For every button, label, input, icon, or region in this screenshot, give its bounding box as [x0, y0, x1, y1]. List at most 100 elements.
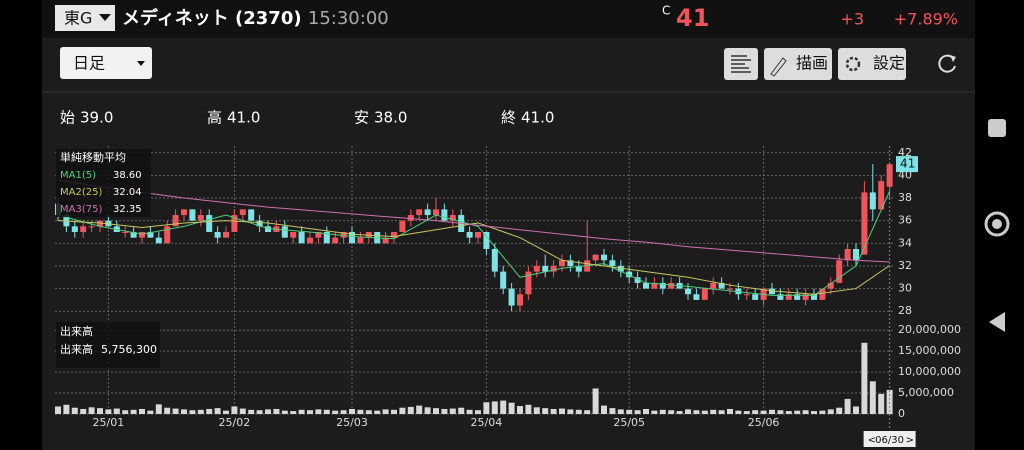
change-pct: +7.89%	[894, 10, 958, 29]
candle-body	[794, 294, 801, 300]
draw-button[interactable]	[764, 48, 832, 80]
volume-bar	[710, 409, 717, 414]
candle-body	[651, 282, 658, 289]
candle-body	[659, 282, 666, 289]
candle-body	[391, 232, 397, 238]
volume-tick-label: 0	[898, 407, 905, 420]
volume-bar	[290, 411, 297, 414]
candle-body	[239, 209, 246, 216]
gear-icon	[845, 56, 861, 72]
candle-body	[231, 215, 238, 232]
volume-bar	[475, 410, 481, 414]
volume-bar	[273, 408, 280, 414]
candle-body	[525, 271, 532, 295]
period-select[interactable]	[60, 47, 152, 79]
volume-bar	[525, 404, 532, 414]
volume-bar	[701, 410, 708, 414]
volume-tick-label: 15,000,000	[898, 344, 961, 357]
candle-body	[172, 215, 179, 227]
candle-body	[449, 215, 456, 221]
volume-bar	[643, 408, 649, 414]
volume-bar	[802, 410, 809, 414]
ohlc-label: 終	[501, 109, 516, 127]
candle-body	[382, 237, 389, 244]
time: 15:30:00	[308, 8, 389, 29]
back-button[interactable]	[989, 312, 1005, 332]
candle-body	[592, 254, 599, 261]
ohlc-value: 41.0	[227, 109, 260, 127]
volume-bar	[886, 389, 893, 414]
volume-bar	[197, 409, 204, 414]
volume-bar	[592, 388, 599, 414]
candle-body	[466, 232, 473, 238]
candle-body	[147, 232, 154, 238]
home-button[interactable]	[984, 211, 1010, 237]
refresh-icon[interactable]	[938, 54, 956, 73]
ma-line	[57, 220, 890, 295]
candle-body	[189, 209, 196, 221]
icon	[731, 55, 751, 73]
cursor-date: 06/30	[875, 435, 904, 446]
ohlc-value: 39.0	[80, 109, 113, 127]
candle-body	[542, 265, 549, 272]
candle-body	[844, 248, 851, 261]
candle-body	[743, 294, 750, 296]
ma-line	[57, 179, 890, 263]
volume-bar	[323, 409, 330, 414]
candle-body	[206, 215, 213, 232]
volume-bar	[256, 410, 263, 414]
candle-body	[424, 209, 431, 216]
candle-body	[785, 294, 792, 300]
volume-bar	[407, 406, 414, 414]
volume-bar	[517, 406, 523, 414]
candle-body	[601, 254, 607, 261]
x-tick-label: 25/04	[471, 416, 503, 429]
cursor-arrow: >	[906, 435, 914, 446]
candle-body	[769, 288, 775, 295]
volume-legend-name: 出来高	[60, 342, 93, 356]
candle-body	[819, 288, 826, 300]
volume-bar	[105, 409, 112, 414]
volume-bar	[349, 408, 355, 414]
candle-body	[323, 232, 330, 244]
candle-body	[710, 282, 717, 289]
volume-legend-title: 出来高	[60, 324, 93, 338]
volume-bar	[483, 402, 490, 414]
candle-body	[407, 215, 414, 221]
candle-body	[634, 277, 641, 283]
volume-bar	[794, 410, 801, 414]
volume-bar	[399, 407, 406, 414]
volume-bar	[651, 410, 658, 414]
x-tick-label: 25/02	[219, 416, 251, 429]
ma-legend-box	[56, 149, 151, 217]
volume-bar	[433, 408, 439, 414]
legend-entry: MA1(5)	[60, 170, 96, 181]
volume-bar	[206, 408, 213, 414]
volume-bar	[466, 409, 473, 414]
pencil-icon	[770, 57, 787, 77]
candle-body	[416, 209, 423, 216]
candle-body	[97, 220, 103, 227]
volume-bar	[365, 410, 372, 414]
volume-bar	[676, 411, 683, 414]
volume-bar	[223, 410, 229, 414]
candle-body	[307, 237, 313, 244]
volume-bar	[281, 410, 288, 414]
volume-bar	[777, 410, 784, 414]
candle-body	[802, 294, 809, 300]
volume-bar	[113, 408, 120, 414]
volume-bar	[743, 411, 750, 414]
volume-bar	[63, 404, 70, 414]
volume-bar	[508, 402, 515, 414]
volume-bar	[189, 410, 196, 414]
x-tick-label: 25/01	[93, 416, 125, 429]
settings-button[interactable]	[838, 48, 906, 80]
volume-bar	[869, 381, 876, 414]
volume-bar	[601, 405, 607, 414]
recent-button[interactable]	[988, 119, 1006, 137]
header-bar	[42, 0, 975, 38]
volume-bar	[357, 409, 364, 414]
candle-body	[80, 226, 87, 232]
candle-body	[811, 294, 817, 300]
volume-bar	[668, 410, 675, 414]
